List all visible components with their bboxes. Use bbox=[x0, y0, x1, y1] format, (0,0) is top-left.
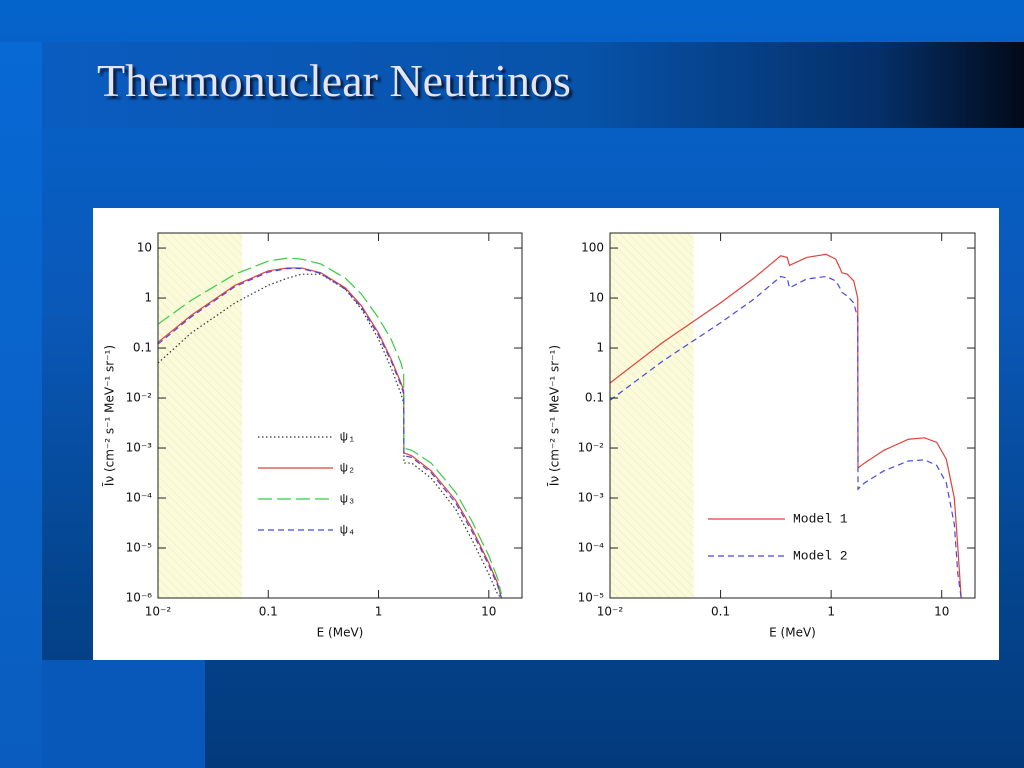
x-tick-label: 10 bbox=[934, 605, 949, 619]
title-bar bbox=[42, 42, 1024, 128]
series-line bbox=[609, 275, 962, 599]
background-block bbox=[0, 42, 42, 768]
legend-label: Model 1 bbox=[793, 511, 848, 526]
series-line bbox=[157, 267, 502, 599]
y-tick-label: 10⁻⁴ bbox=[126, 491, 153, 505]
y-tick-label: 10⁻² bbox=[578, 441, 605, 455]
background-block bbox=[42, 660, 205, 768]
legend-label: ψ₁ bbox=[340, 429, 356, 444]
y-tick-label: 1 bbox=[144, 291, 152, 305]
x-tick-label: 0.1 bbox=[259, 605, 278, 619]
shaded-region bbox=[158, 233, 243, 598]
y-axis-label: Īν (cm⁻² s⁻¹ MeV⁻¹ sr⁻¹) bbox=[103, 345, 117, 486]
x-tick-label: 1 bbox=[375, 605, 383, 619]
y-tick-label: 10⁻² bbox=[126, 391, 153, 405]
x-tick-label: 0.1 bbox=[711, 605, 730, 619]
shaded-region bbox=[610, 233, 694, 598]
y-tick-label: 100 bbox=[581, 241, 604, 255]
x-tick-label: 10⁻² bbox=[145, 605, 172, 619]
plot-frame bbox=[609, 232, 976, 599]
y-tick-label: 0.1 bbox=[585, 391, 604, 405]
y-tick-label: 0.1 bbox=[133, 341, 152, 355]
x-tick-label: 10 bbox=[481, 605, 496, 619]
y-tick-label: 10⁻⁴ bbox=[578, 541, 605, 555]
slide-title: Thermonuclear Neutrinos bbox=[97, 55, 571, 106]
y-tick-label: 10⁻³ bbox=[578, 491, 605, 505]
y-tick-label: 10⁻⁵ bbox=[578, 591, 605, 605]
x-tick-label: 1 bbox=[827, 605, 835, 619]
y-tick-label: 10⁻³ bbox=[126, 441, 153, 455]
y-tick-label: 10⁻⁶ bbox=[126, 591, 153, 605]
legend-label: ψ₂ bbox=[340, 460, 356, 475]
series-line bbox=[157, 267, 502, 599]
legend-label: Model 2 bbox=[793, 548, 848, 563]
y-tick-label: 10 bbox=[589, 291, 604, 305]
y-tick-label: 10⁻⁵ bbox=[126, 541, 153, 555]
figure-panel: ψ₁ ψ₂ ψ₃ ψ₄ 10⁻² 0.1 1 10 10⁻⁶ 10⁻⁵ 10⁻⁴ 10⁻³ 10⁻² 0.… bbox=[93, 208, 999, 660]
legend-label: ψ₄ bbox=[340, 522, 356, 537]
y-axis-label: Īν (cm⁻² s⁻¹ MeV⁻¹ sr⁻¹) bbox=[548, 345, 562, 486]
y-tick-label: 1 bbox=[596, 341, 604, 355]
x-tick-label: 10⁻² bbox=[597, 605, 624, 619]
plot-frame bbox=[157, 232, 523, 599]
series-line bbox=[609, 253, 962, 599]
legend-label: ψ₃ bbox=[340, 491, 356, 506]
figure: ψ₁ ψ₂ ψ₃ ψ₄ 10⁻² 0.1 1 10 10⁻⁶ 10⁻⁵ 10⁻⁴ 10⁻³ 10⁻² 0.… bbox=[103, 232, 976, 640]
series-line bbox=[157, 257, 502, 595]
x-axis-label: E (MeV) bbox=[769, 626, 816, 640]
y-tick-label: 10 bbox=[137, 241, 152, 255]
x-axis-label: E (MeV) bbox=[317, 626, 364, 640]
